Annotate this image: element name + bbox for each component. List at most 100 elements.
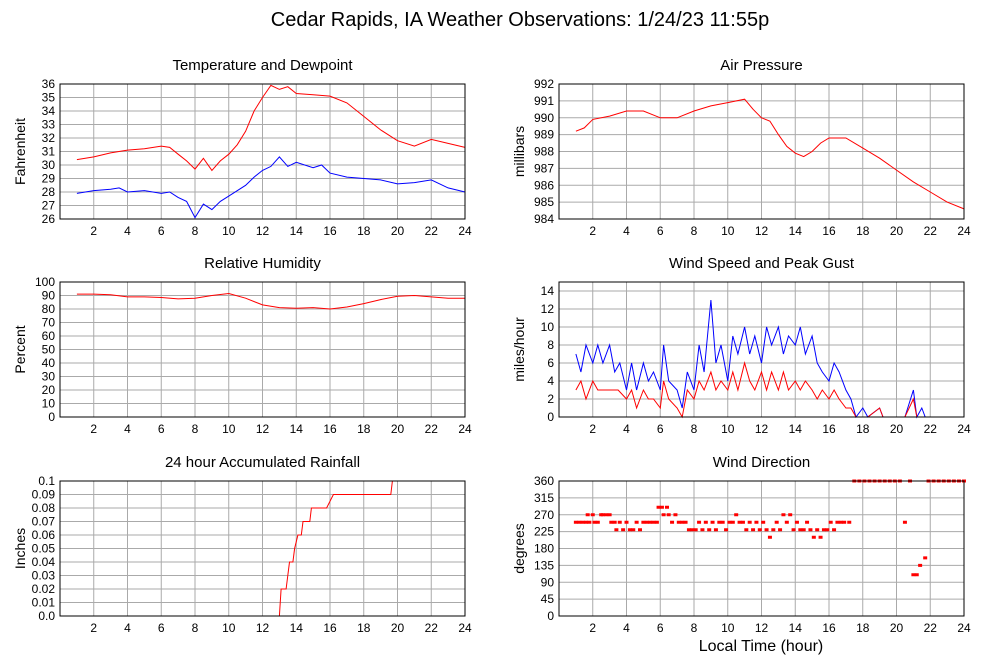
direction-point <box>577 520 582 524</box>
pressure-ytick-label: 990 <box>534 111 554 125</box>
rain-xtick-label: 16 <box>323 621 337 635</box>
direction-point <box>805 520 810 524</box>
direction-xtick-label: 2 <box>589 621 596 635</box>
wind-xtick-label: 14 <box>789 422 803 436</box>
direction-point <box>665 505 669 509</box>
direction-point <box>686 528 691 532</box>
rain-xtick-label: 6 <box>158 621 165 635</box>
direction-point <box>644 520 649 524</box>
temp-xtick-label: 2 <box>90 224 97 238</box>
rain-ytick-label: 0.1 <box>38 474 55 488</box>
temp-ytick-label: 30 <box>42 158 56 172</box>
direction-point <box>585 513 590 517</box>
direction-xtick-label: 22 <box>924 621 938 635</box>
direction-point <box>902 520 907 524</box>
direction-point <box>713 528 718 532</box>
humidity-ytick-label: 100 <box>35 275 55 289</box>
rain-ytick-label: 0.05 <box>32 542 56 556</box>
wind-ytick-label: 4 <box>547 374 554 388</box>
direction-ytick-label: 270 <box>534 508 554 522</box>
direction-point <box>697 520 702 524</box>
direction-point <box>825 528 830 532</box>
wind-xtick-label: 18 <box>856 422 870 436</box>
direction-point <box>808 528 813 532</box>
pressure-title: Air Pressure <box>720 57 803 74</box>
humidity-xtick-label: 22 <box>425 422 439 436</box>
direction-point <box>771 528 776 532</box>
pressure-xtick-label: 18 <box>856 224 870 238</box>
direction-point <box>774 520 779 524</box>
direction-ytick-label: 360 <box>534 474 554 488</box>
temp-ylabel: Fahrenheit <box>12 118 28 185</box>
direction-xtick-label: 18 <box>856 621 870 635</box>
direction-point <box>648 520 653 524</box>
humidity-title: Relative Humidity <box>204 255 321 272</box>
pressure-ytick-label: 986 <box>534 178 554 192</box>
pressure-ytick-label: 984 <box>534 212 554 226</box>
direction-point <box>654 520 659 524</box>
wind-ytick-label: 10 <box>541 320 555 334</box>
pressure-xtick-label: 22 <box>924 224 938 238</box>
direction-point <box>659 505 664 509</box>
pressure-xtick-label: 8 <box>691 224 698 238</box>
direction-point <box>621 528 626 532</box>
direction-point <box>794 520 799 524</box>
direction-point <box>627 528 632 532</box>
rain-ytick-label: 0.06 <box>32 528 56 542</box>
wind-xtick-label: 2 <box>589 422 596 436</box>
direction-point <box>832 528 837 532</box>
direction-point <box>703 520 708 524</box>
direction-point <box>693 528 698 532</box>
direction-point <box>680 520 685 524</box>
humidity-ytick-label: 60 <box>42 329 56 343</box>
humidity-ytick-label: 30 <box>42 370 56 384</box>
direction-point <box>761 520 766 524</box>
humidity-ytick-label: 70 <box>42 316 56 330</box>
direction-point <box>600 513 605 517</box>
humidity-plot-frame <box>59 281 466 418</box>
direction-point <box>604 513 609 517</box>
pressure-ytick-label: 987 <box>534 161 554 175</box>
direction-point <box>747 520 752 524</box>
pressure-xtick-label: 20 <box>890 224 904 238</box>
direction-point <box>911 573 916 577</box>
rain-xtick-label: 2 <box>90 621 97 635</box>
direction-point <box>641 520 646 524</box>
temp-ytick-label: 34 <box>42 104 56 118</box>
temp-series-0-line <box>76 84 466 172</box>
pressure-series-0-line <box>575 98 965 210</box>
pressure-ytick-label: 985 <box>534 195 554 209</box>
direction-xtick-label: 16 <box>822 621 836 635</box>
pressure-xtick-label: 2 <box>589 224 596 238</box>
direction-point <box>676 520 681 524</box>
rain-series-0-line <box>76 480 465 617</box>
temp-xtick-label: 16 <box>323 224 337 238</box>
direction-point <box>778 528 783 532</box>
direction-ytick-label: 180 <box>534 542 554 556</box>
direction-point <box>828 520 833 524</box>
humidity-series-0-line <box>76 292 465 310</box>
humidity-xtick-label: 12 <box>256 422 270 436</box>
page-title: Cedar Rapids, IA Weather Observations: 1… <box>271 9 769 31</box>
temp-ytick-label: 29 <box>42 172 56 186</box>
temp-ytick-label: 27 <box>42 199 56 213</box>
direction-point <box>914 573 919 577</box>
humidity-xtick-label: 2 <box>90 422 97 436</box>
rain-xtick-label: 22 <box>425 621 439 635</box>
rain-ytick-label: 0.01 <box>32 596 56 610</box>
temp-xtick-label: 8 <box>192 224 199 238</box>
rain-ytick-label: 0.03 <box>32 569 56 583</box>
temp-ytick-label: 31 <box>42 145 56 159</box>
temp-series-1-line <box>76 156 466 219</box>
rain-ytick-label: 0.08 <box>32 501 56 515</box>
direction-point <box>757 528 762 532</box>
humidity-ytick-label: 10 <box>42 397 56 411</box>
humidity-xtick-label: 18 <box>357 422 371 436</box>
temp-ytick-label: 26 <box>42 212 56 226</box>
rain-xtick-label: 24 <box>458 621 472 635</box>
direction-point <box>584 520 588 524</box>
